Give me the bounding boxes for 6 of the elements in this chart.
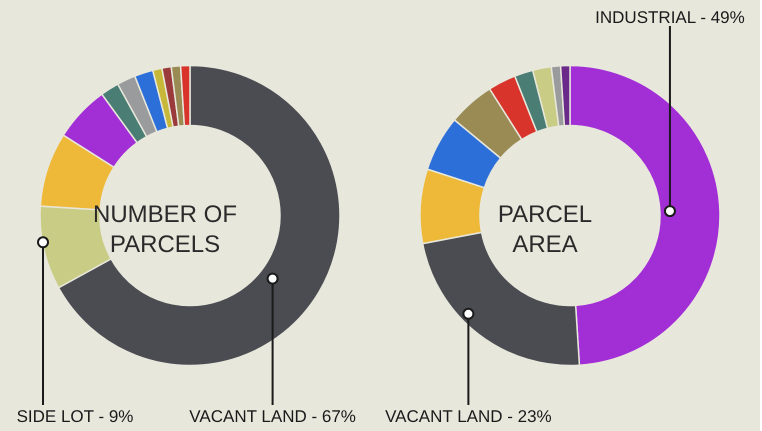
slice-label: INDUSTRIAL - 49% [595,8,745,27]
slice-label: VACANT LAND - 67% [189,407,356,426]
text: NUMBER OF PARCELS [93,201,237,258]
slice-label: SIDE LOT - 9% [16,407,134,426]
slice-label: VACANT LAND - 23% [385,407,552,426]
text: PARCEL AREA [498,201,592,258]
